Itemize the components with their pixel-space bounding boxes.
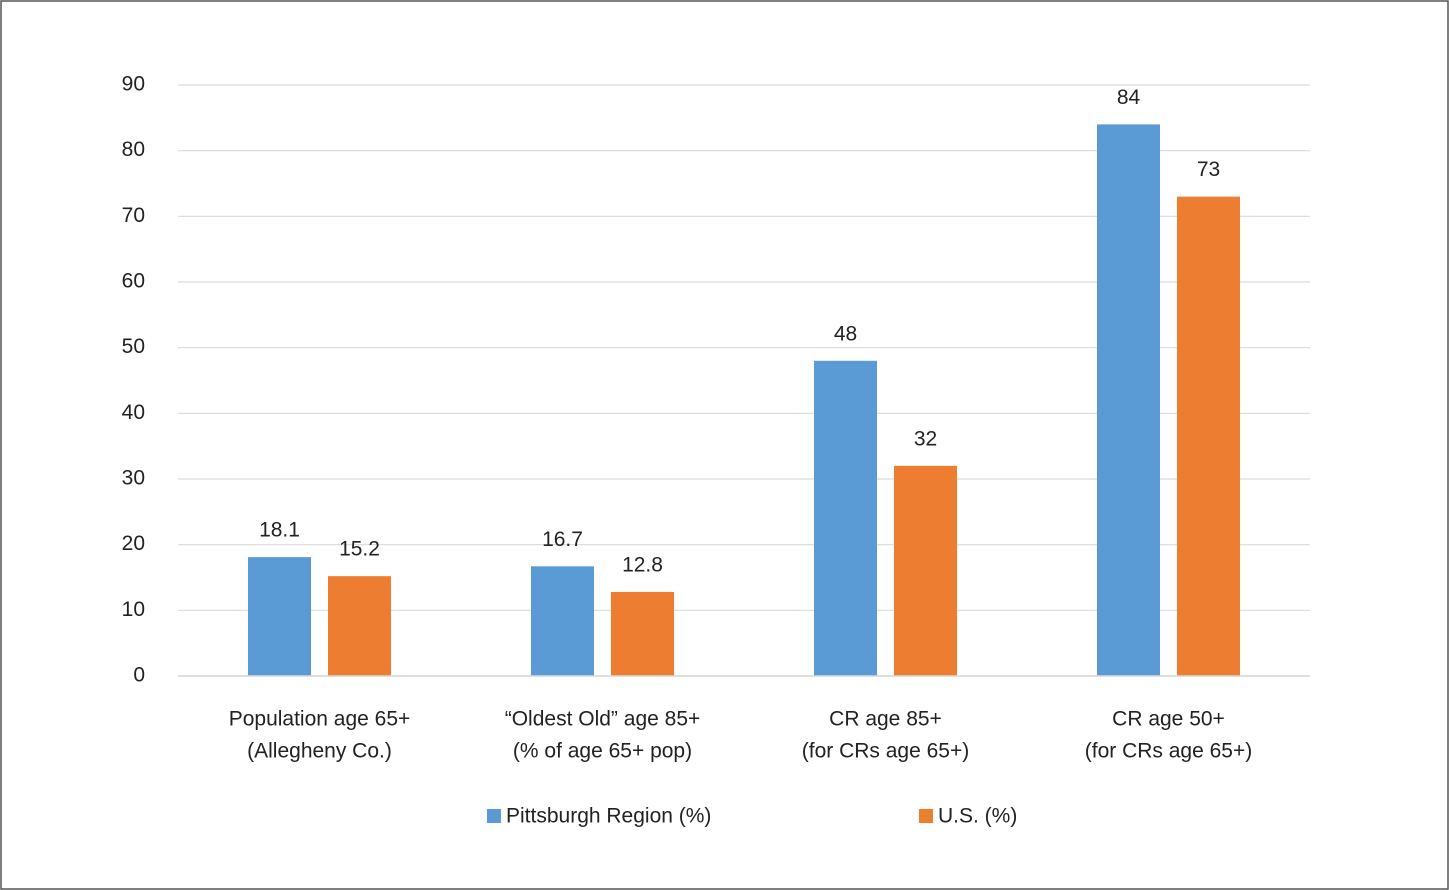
data-label: 48 [834, 322, 857, 345]
data-label: 15.2 [339, 538, 380, 561]
y-tick-label: 0 [133, 664, 145, 687]
legend-swatch [919, 809, 933, 823]
data-label: 32 [914, 427, 937, 450]
legend-label: Pittsburgh Region (%) [506, 805, 711, 828]
bar [1177, 196, 1240, 676]
bar [531, 566, 594, 676]
x-tick-label: (Allegheny Co.) [247, 740, 392, 763]
bar [1097, 124, 1160, 676]
x-tick-label: “Oldest Old” age 85+ [505, 708, 701, 731]
x-tick-label: CR age 85+ [829, 708, 942, 731]
y-tick-label: 20 [122, 532, 145, 555]
bar [894, 465, 957, 676]
data-label: 84 [1117, 86, 1141, 109]
y-tick-label: 40 [122, 401, 145, 424]
y-tick-label: 30 [122, 467, 145, 490]
data-label: 16.7 [542, 528, 583, 551]
data-label: 18.1 [259, 519, 300, 542]
bar [248, 557, 311, 676]
x-tick-label: (for CRs age 65+) [802, 740, 970, 763]
x-tick-label: (for CRs age 65+) [1085, 740, 1253, 763]
data-label: 12.8 [622, 553, 663, 576]
bar [328, 576, 391, 676]
y-tick-label: 80 [122, 138, 145, 161]
legend-label: U.S. (%) [938, 805, 1017, 828]
bar [611, 591, 674, 676]
x-tick-label: (% of age 65+ pop) [513, 740, 692, 763]
legend-swatch [487, 809, 501, 823]
x-tick-label: Population age 65+ [229, 708, 411, 731]
x-tick-label: CR age 50+ [1112, 708, 1225, 731]
y-tick-label: 70 [122, 204, 145, 227]
y-tick-label: 10 [122, 598, 145, 621]
data-label: 73 [1197, 158, 1220, 181]
y-tick-label: 60 [122, 270, 145, 293]
bar [814, 360, 877, 676]
y-tick-label: 90 [122, 73, 145, 96]
y-tick-label: 50 [122, 335, 145, 358]
